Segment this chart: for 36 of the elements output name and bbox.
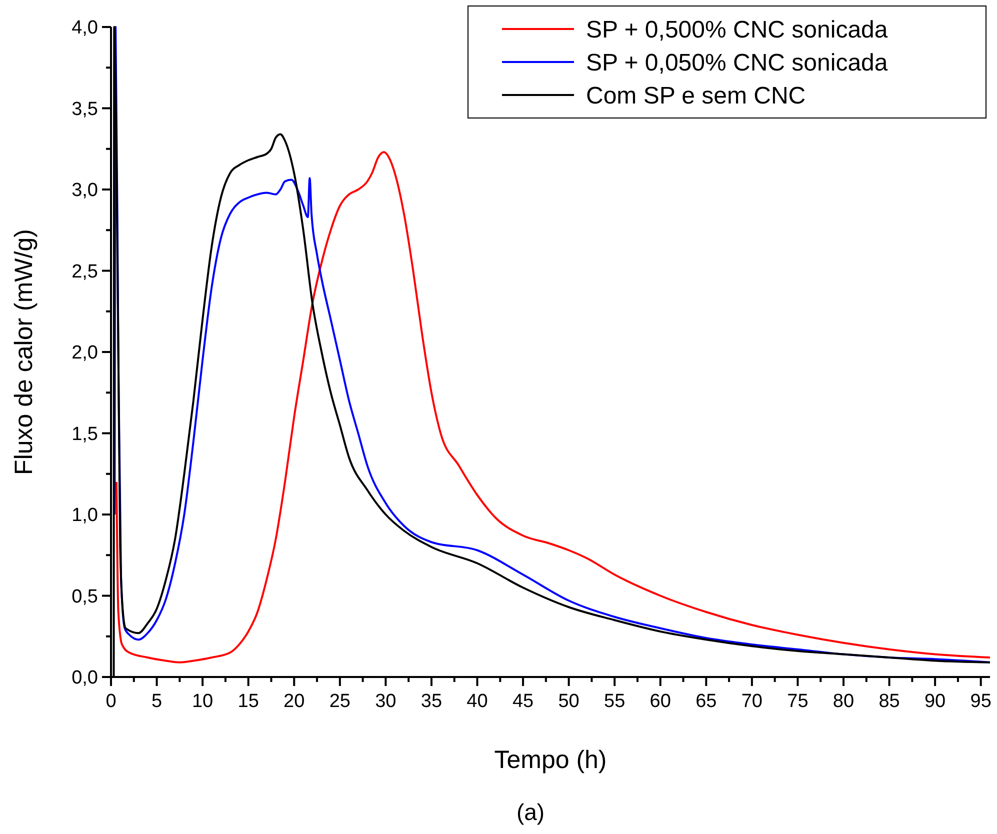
x-tick-label: 55 [604,691,626,712]
x-tick-label: 60 [650,691,671,712]
y-tick-label: 3,5 [72,98,98,120]
x-tick-label: 65 [696,691,717,712]
line-series [115,151,990,664]
x-tick-label: 30 [375,691,396,712]
x-axis-title: Tempo (h) [494,746,607,774]
y-tick-label: 2,5 [72,261,98,282]
x-tick-label: 25 [329,691,350,712]
x-tick-label: 10 [192,691,214,712]
x-tick-label: 75 [787,691,808,712]
x-tick-label: 85 [878,691,900,712]
x-tick-label: 50 [558,691,580,712]
x-tick-label: 70 [741,691,763,712]
text: (a) [516,799,545,825]
y-tick-label: 2,0 [72,342,98,364]
y-tick-label: 0,0 [72,668,98,689]
x-tick-label: 35 [420,691,442,712]
y-tick-label: 4,0 [72,18,98,39]
x-tick-label: 95 [970,691,992,712]
y-tick-label: 3,0 [72,180,98,202]
x-tick-label: 90 [924,691,946,712]
legend-label: Com SP e sem CNC [586,82,806,110]
y-tick-label: 1,0 [72,505,98,526]
x-tick-label: 15 [238,691,259,712]
legend-label: SP + 0,050% CNC sonicada [586,49,888,76]
legend-label: SP + 0,500% CNC sonicada [586,16,888,44]
x-tick-label: 45 [512,691,534,712]
y-tick-label: 1,5 [72,424,98,445]
x-tick-label: 0 [106,691,116,712]
x-tick-label: 80 [832,691,854,712]
x-tick-label: 40 [466,691,488,712]
x-tick-label: 20 [284,691,305,712]
y-tick-label: 0,5 [72,586,98,608]
x-tick-label: 5 [151,691,162,712]
y-axis-title: Fluxo de calor (mW/g) [10,229,38,475]
